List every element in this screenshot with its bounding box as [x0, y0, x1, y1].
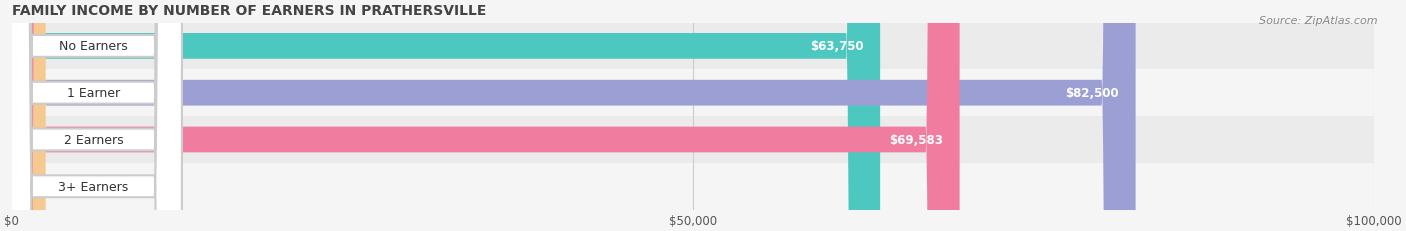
Text: $0: $0 [59, 180, 76, 193]
FancyBboxPatch shape [11, 0, 960, 231]
Text: FAMILY INCOME BY NUMBER OF EARNERS IN PRATHERSVILLE: FAMILY INCOME BY NUMBER OF EARNERS IN PR… [11, 4, 486, 18]
FancyBboxPatch shape [4, 0, 181, 231]
Bar [11, 117, 1374, 163]
FancyBboxPatch shape [4, 0, 181, 231]
FancyBboxPatch shape [11, 0, 880, 231]
FancyBboxPatch shape [11, 0, 1136, 231]
FancyBboxPatch shape [11, 0, 45, 231]
FancyBboxPatch shape [4, 0, 181, 231]
Text: Source: ZipAtlas.com: Source: ZipAtlas.com [1260, 16, 1378, 26]
Text: 1 Earner: 1 Earner [67, 87, 120, 100]
Bar [11, 23, 1374, 70]
Bar [11, 70, 1374, 117]
Text: $69,583: $69,583 [890, 133, 943, 146]
Bar [11, 163, 1374, 210]
Text: $63,750: $63,750 [810, 40, 863, 53]
Text: 2 Earners: 2 Earners [63, 133, 124, 146]
Text: No Earners: No Earners [59, 40, 128, 53]
FancyBboxPatch shape [4, 0, 181, 231]
Text: 3+ Earners: 3+ Earners [58, 180, 128, 193]
Text: $82,500: $82,500 [1066, 87, 1119, 100]
